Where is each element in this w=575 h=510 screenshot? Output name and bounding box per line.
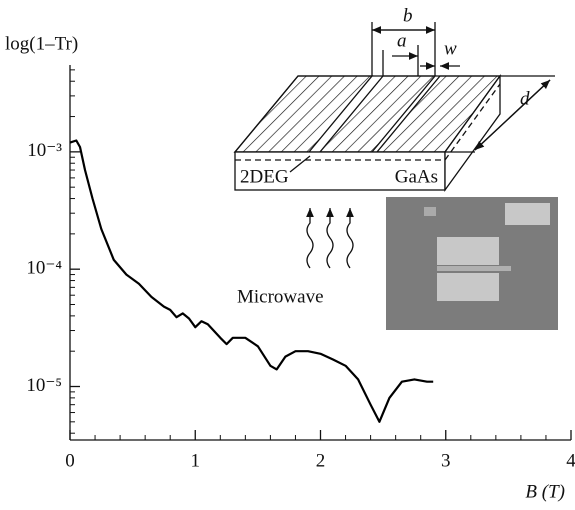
x-tick-label: 0 bbox=[65, 450, 75, 471]
x-tick-label: 3 bbox=[441, 450, 451, 471]
x-tick-label: 1 bbox=[191, 450, 201, 471]
dimension-label: w bbox=[444, 38, 457, 59]
dimension-label: b bbox=[403, 5, 413, 26]
y-tick-label: 10⁻⁵ bbox=[26, 375, 62, 396]
x-axis-label: B (T) bbox=[525, 481, 565, 502]
y-axis-label: log(1–Tr) bbox=[5, 33, 78, 54]
y-tick-label: 10⁻³ bbox=[27, 140, 62, 161]
x-tick-label: 2 bbox=[316, 450, 326, 471]
sample-photo bbox=[386, 197, 558, 330]
dimension-label: d bbox=[520, 88, 530, 109]
x-tick-label: 4 bbox=[566, 450, 575, 471]
radiation-label: Microwave bbox=[237, 286, 324, 307]
y-tick-label: 10⁻⁴ bbox=[26, 258, 62, 279]
layer-label: GaAs bbox=[395, 166, 438, 187]
dimension-label: a bbox=[397, 30, 407, 51]
layer-label: 2DEG bbox=[240, 166, 289, 187]
chart: log(1–Tr) B (T) b a w d 2DEG GaAs bbox=[0, 0, 575, 510]
